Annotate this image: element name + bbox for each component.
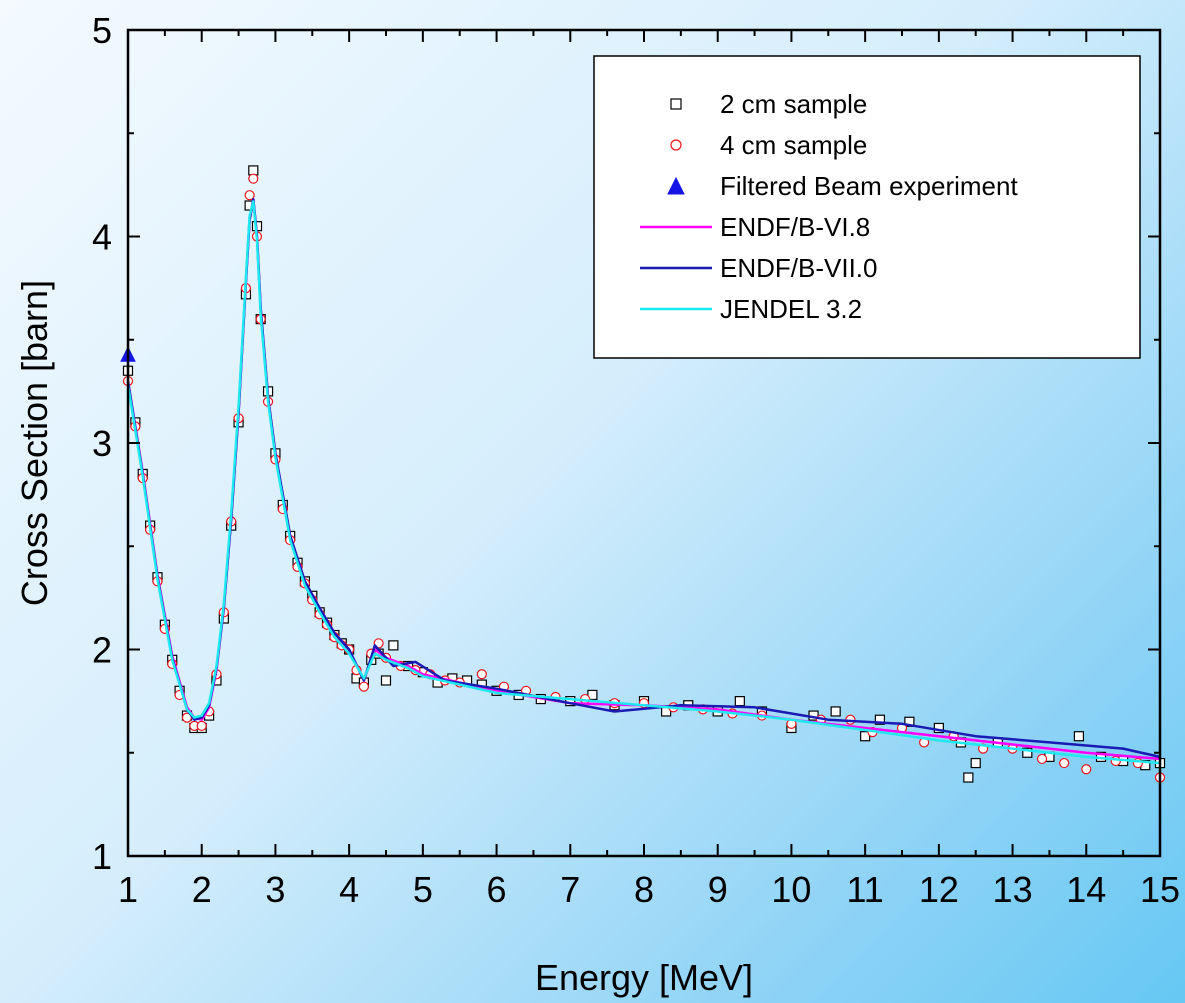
point-4-cm-sample xyxy=(358,681,369,692)
legend-marker-2-cm-sample xyxy=(670,98,682,110)
y-axis-title: Cross Section [barn] xyxy=(14,280,55,606)
y-tick-label: 3 xyxy=(92,423,112,464)
point-2-cm-sample xyxy=(1073,731,1085,742)
x-tick-label: 2 xyxy=(192,869,212,910)
legend-label-endf-b-vi-8: ENDF/B-VI.8 xyxy=(720,212,870,242)
axis-ticks xyxy=(127,29,1161,857)
legend-label-endf-b-vii-0: ENDF/B-VII.0 xyxy=(720,253,877,283)
x-tick-label: 4 xyxy=(339,869,359,910)
legend-label-2-cm-sample: 2 cm sample xyxy=(720,89,867,119)
x-tick-label: 9 xyxy=(708,869,728,910)
legend-marker-filtered-beam-experiment xyxy=(667,176,685,195)
point-4-cm-sample xyxy=(1081,764,1092,775)
point-2-cm-sample xyxy=(830,706,841,717)
x-tick-label: 5 xyxy=(413,869,433,910)
legend-label-filtered-beam-experiment: Filtered Beam experiment xyxy=(720,171,1018,201)
y-tick-label: 1 xyxy=(92,836,112,877)
series-line-jendel-3-2 xyxy=(126,200,1161,765)
point-2-cm-sample xyxy=(963,772,974,783)
x-tick-label: 14 xyxy=(1066,869,1106,910)
x-tick-label: 10 xyxy=(771,869,811,910)
point-4-cm-sample xyxy=(1036,753,1048,765)
y-tick-label: 2 xyxy=(92,630,112,671)
legend-box xyxy=(593,55,1141,359)
x-tick-label: 8 xyxy=(634,869,654,910)
y-tick-label: 4 xyxy=(92,217,112,258)
point-2-cm-sample xyxy=(933,722,944,734)
x-tick-label: 11 xyxy=(846,869,883,910)
x-axis-title: Energy [MeV] xyxy=(535,957,753,998)
point-4-cm-sample xyxy=(1059,757,1070,769)
point-2-cm-sample xyxy=(380,675,392,686)
point-2-cm-sample xyxy=(874,714,885,725)
x-tick-label: 13 xyxy=(993,869,1033,910)
point-2-cm-sample xyxy=(1022,747,1033,758)
x-tick-label: 12 xyxy=(919,869,959,910)
point-2-cm-sample xyxy=(388,640,399,651)
x-tick-label: 1 xyxy=(118,869,138,910)
point-2-cm-sample xyxy=(970,757,981,769)
legend-label-jendel-3-2: JENDEL 3.2 xyxy=(720,294,862,324)
legend-items: 2 cm sample 4 cm sample Filtered Beam expe… xyxy=(640,89,1018,324)
point-4-cm-sample xyxy=(248,173,259,184)
point-4-cm-sample xyxy=(196,720,207,732)
legend: 2 cm sample 4 cm sample Filtered Beam expe… xyxy=(593,55,1141,359)
y-tick-label: 5 xyxy=(92,10,112,51)
point-4-cm-sample xyxy=(476,669,487,680)
point-2-cm-sample xyxy=(248,165,259,176)
x-tick-label: 6 xyxy=(487,869,507,910)
point-2-cm-sample xyxy=(734,696,745,707)
plot-content xyxy=(120,165,1166,783)
x-tick-label: 3 xyxy=(265,869,285,910)
x-tick-label: 15 xyxy=(1140,869,1180,910)
legend-label-4-cm-sample: 4 cm sample xyxy=(720,130,867,160)
legend-marker-4-cm-sample xyxy=(670,139,682,151)
point-4-cm-sample xyxy=(244,190,255,201)
x-tick-label: 7 xyxy=(560,869,580,910)
